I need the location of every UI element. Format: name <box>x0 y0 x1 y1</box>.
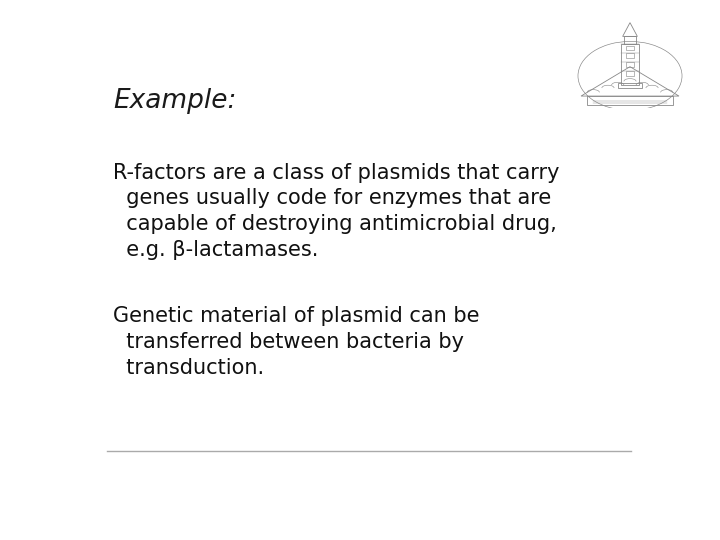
Bar <box>626 45 634 50</box>
Bar <box>624 36 636 44</box>
Text: transduction.: transduction. <box>114 357 264 377</box>
Text: genes usually code for enzymes that are: genes usually code for enzymes that are <box>114 188 552 208</box>
Bar <box>626 53 634 57</box>
Bar <box>626 62 634 66</box>
Bar <box>618 83 642 88</box>
Bar <box>588 96 673 105</box>
Bar <box>621 44 639 85</box>
Text: Genetic material of plasmid can be: Genetic material of plasmid can be <box>114 306 480 326</box>
Bar <box>626 71 634 76</box>
Text: capable of destroying antimicrobial drug,: capable of destroying antimicrobial drug… <box>114 214 557 234</box>
Text: e.g. β-lactamases.: e.g. β-lactamases. <box>114 240 319 260</box>
Text: transferred between bacteria by: transferred between bacteria by <box>114 332 464 352</box>
Text: Example:: Example: <box>114 87 237 113</box>
Text: R-factors are a class of plasmids that carry: R-factors are a class of plasmids that c… <box>114 163 560 183</box>
